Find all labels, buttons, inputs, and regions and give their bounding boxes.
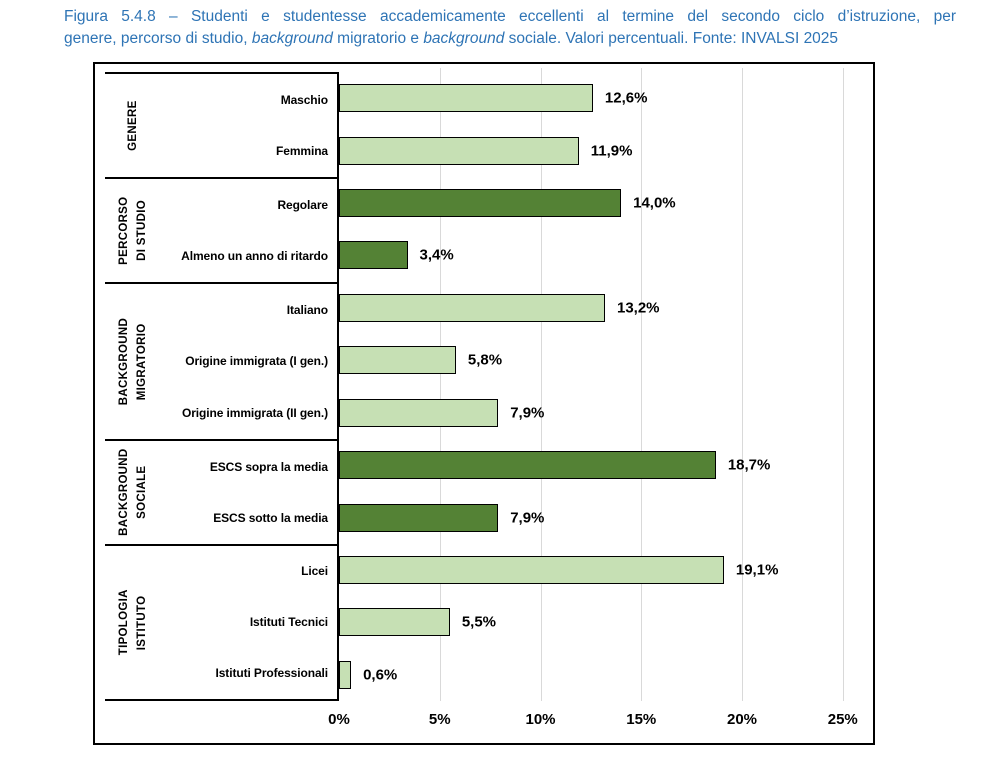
bar-value-label: 13,2% (616, 299, 660, 317)
group-label-column: TIPOLOGIA ISTITUTO Licei Istituti Tecnici I… (105, 543, 339, 701)
plot-column: 14,0% 3,4% (339, 177, 873, 282)
chart-figure: GENERE Maschio Femmina 12,6% 11,9% PERCORSO D… (93, 62, 875, 745)
item-labels: Maschio Femmina (161, 74, 337, 177)
bar (339, 451, 716, 480)
bar-row: 3,4% (339, 229, 873, 281)
item-label: Italiano (286, 302, 328, 317)
category-group: BACKGROUND SOCIALE ESCS sopra la media ESC… (105, 438, 873, 544)
group-label-column: BACKGROUND MIGRATORIO Italiano Origine imm… (105, 281, 339, 439)
bar-row: 19,1% (339, 544, 873, 596)
bar-value-label: 14,0% (633, 194, 676, 212)
item-label: Origine immigrata (I gen.) (185, 354, 328, 369)
bar-value-label: 7,9% (510, 509, 545, 527)
plot-column: 13,2% 5,8% 7,9% (339, 282, 873, 439)
figure-caption: Figura 5.4.8 – Studenti e studentesse ac… (64, 6, 956, 49)
bar-row: 11,9% (339, 124, 873, 176)
item-label: Femmina (276, 144, 328, 159)
bar-row: 5,8% (339, 334, 873, 386)
category-group: TIPOLOGIA ISTITUTO Licei Istituti Tecnici I… (105, 543, 873, 701)
chart-groups: GENERE Maschio Femmina 12,6% 11,9% PERCORSO D… (105, 72, 873, 701)
item-label: Origine immigrata (II gen.) (182, 406, 328, 421)
group-label: TIPOLOGIA ISTITUTO (118, 589, 148, 656)
item-label: ESCS sopra la media (209, 459, 328, 474)
item-label: Istituti Professionali (215, 666, 329, 681)
bar-row: 0,6% (339, 649, 873, 701)
group-label: BACKGROUND SOCIALE (118, 448, 148, 536)
group-label-column: PERCORSO DI STUDIO Regolare Almeno un anno… (105, 176, 339, 282)
caption-line-2: genere, percorso di studio, background m… (64, 28, 956, 50)
bar (339, 608, 450, 637)
category-group: GENERE Maschio Femmina 12,6% 11,9% (105, 72, 873, 177)
bar (339, 503, 499, 532)
gridline (540, 68, 542, 701)
item-label: ESCS sotto la media (213, 511, 328, 526)
gridline (842, 68, 844, 701)
caption-text-italic: background (251, 29, 333, 47)
bar (339, 293, 605, 322)
axis-tick-label: 25% (827, 711, 858, 728)
bar-row: 14,0% (339, 177, 873, 229)
bar-value-label: 0,6% (363, 666, 398, 684)
bar (339, 660, 352, 689)
item-label: Licei (301, 564, 328, 579)
bar-value-label: 19,1% (735, 561, 779, 579)
caption-text: genere, percorso di studio, (64, 29, 252, 47)
bar (339, 136, 579, 165)
axis-tick-label: 10% (525, 711, 556, 728)
caption-text: migratorio e (332, 29, 424, 47)
gridline (641, 68, 643, 701)
category-group: BACKGROUND MIGRATORIO Italiano Origine imm… (105, 281, 873, 439)
group-label: PERCORSO DI STUDIO (118, 196, 148, 265)
bar-value-label: 12,6% (604, 89, 648, 107)
bar-value-label: 5,5% (461, 613, 497, 631)
bar-row: 13,2% (339, 282, 873, 334)
gridlines-layer (339, 68, 873, 701)
plot-column: 12,6% 11,9% (339, 72, 873, 177)
axis-tick-label: 15% (626, 711, 657, 728)
bar-row: 5,5% (339, 596, 873, 648)
bar (339, 241, 408, 270)
group-label-column: GENERE Maschio Femmina (105, 72, 339, 177)
item-label: Regolare (277, 197, 328, 212)
plot-column: 18,7% 7,9% (339, 439, 873, 544)
caption-text-italic: background (423, 29, 505, 47)
bar (339, 84, 593, 113)
axis-tick-label: 5% (428, 711, 451, 728)
category-group: PERCORSO DI STUDIO Regolare Almeno un anno… (105, 176, 873, 282)
axis-tick-label: 0% (328, 711, 350, 728)
bar-row: 7,9% (339, 387, 873, 439)
bar (339, 346, 456, 375)
group-label-column: BACKGROUND SOCIALE ESCS sopra la media ESC… (105, 438, 339, 544)
item-label: Almeno un anno di ritardo (181, 248, 328, 263)
bar-value-label: 5,8% (467, 351, 503, 369)
gridline (742, 68, 744, 701)
axis-labels-row: 0% 5% 10% 15% 20% 25% (328, 701, 873, 743)
bar-value-label: 3,4% (419, 246, 454, 264)
item-labels: Licei Istituti Tecnici Istituti Profession… (161, 546, 337, 699)
gridline (439, 68, 441, 701)
group-label: BACKGROUND MIGRATORIO (118, 317, 148, 405)
bar-row: 18,7% (339, 439, 873, 491)
bar-value-label: 18,7% (727, 456, 771, 474)
item-label: Maschio (280, 92, 328, 107)
item-labels: Italiano Origine immigrata (I gen.) Origin… (161, 284, 337, 439)
bar-row: 12,6% (339, 72, 873, 124)
caption-text: sociale. Valori percentuali. Fonte: INVA… (504, 29, 839, 47)
bar (339, 398, 499, 427)
axis-tick-label: 20% (727, 711, 758, 728)
bar-value-label: 11,9% (590, 142, 633, 160)
plot-column: 19,1% 5,5% 0,6% (339, 544, 873, 701)
item-labels: Regolare Almeno un anno di ritardo (161, 179, 337, 282)
item-label: Istituti Tecnici (249, 615, 328, 630)
group-label: GENERE (127, 100, 140, 151)
item-labels: ESCS sopra la media ESCS sotto la media (161, 441, 337, 544)
bar-row: 7,9% (339, 491, 873, 543)
bar (339, 555, 724, 584)
caption-line-1: Figura 5.4.8 – Studenti e studentesse ac… (64, 8, 956, 25)
bar-value-label: 7,9% (510, 404, 545, 422)
bar (339, 189, 622, 218)
